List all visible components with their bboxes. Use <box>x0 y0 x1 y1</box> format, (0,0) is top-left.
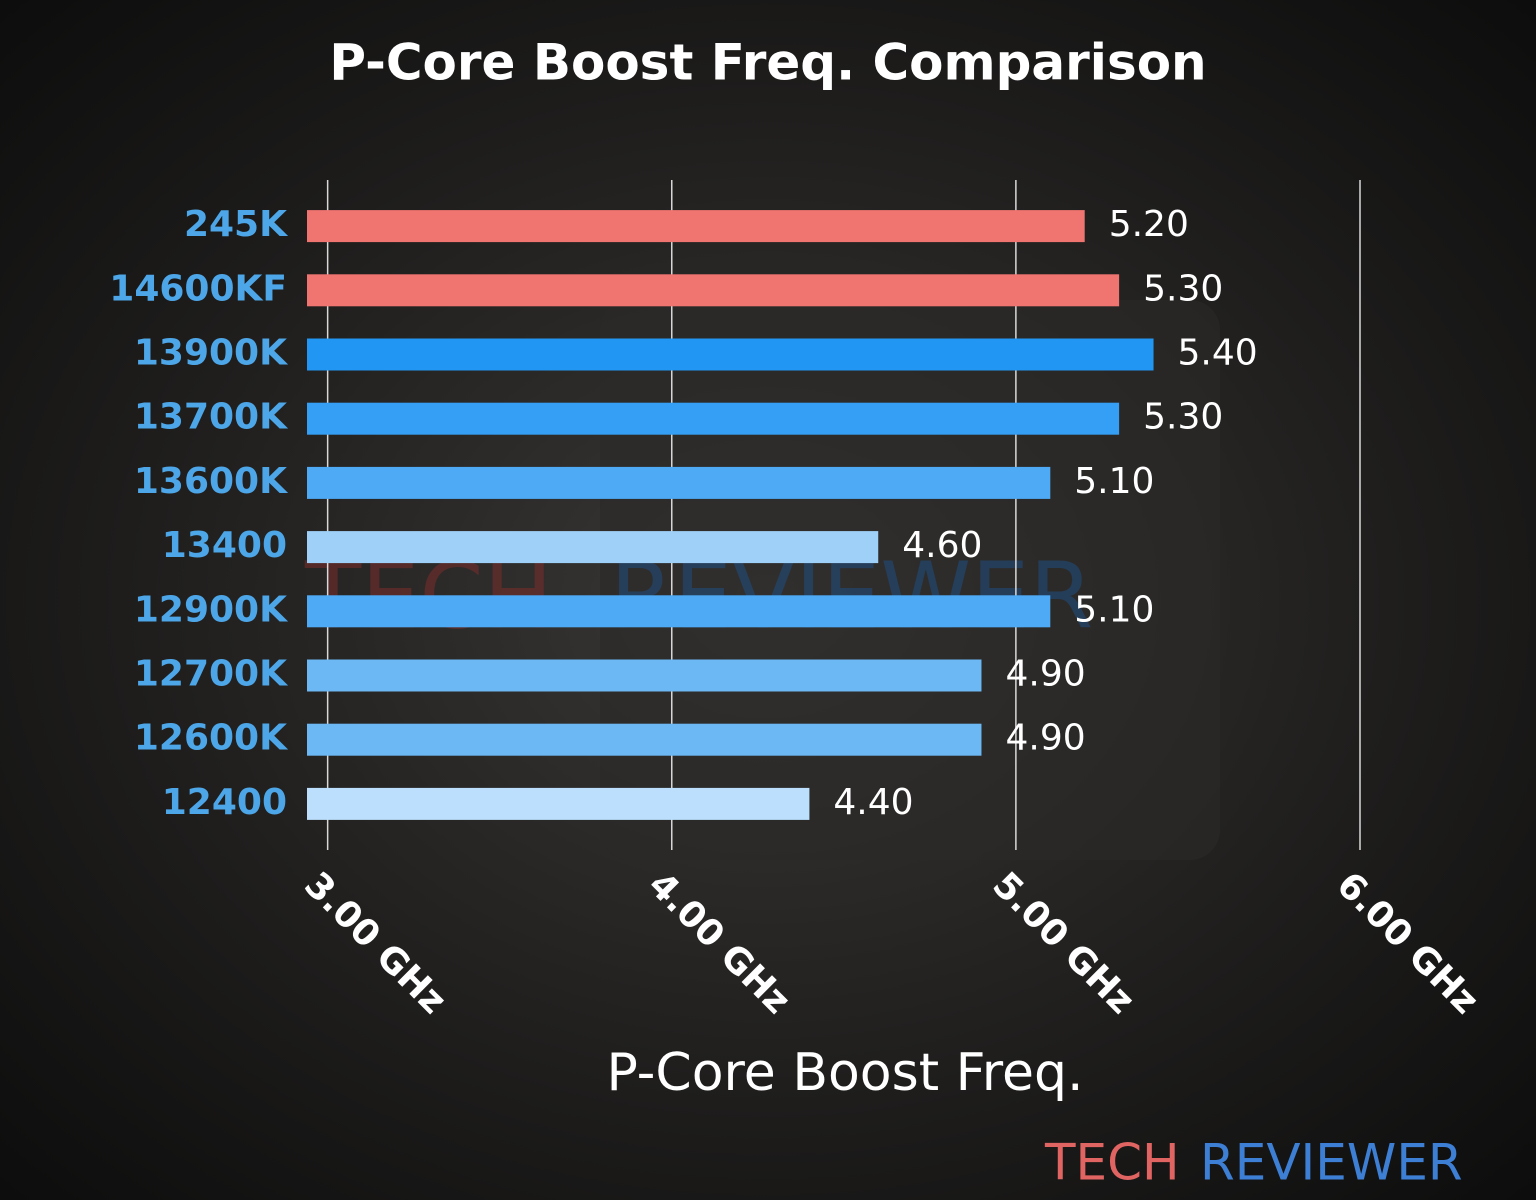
x-axis-label: P-Core Boost Freq. <box>606 1043 1083 1103</box>
background-shape <box>600 300 1220 860</box>
y-tick-label: 12900K <box>134 589 288 630</box>
y-tick-label: 12600K <box>134 718 288 759</box>
value-label: 5.30 <box>1143 268 1223 309</box>
value-label: 5.30 <box>1143 397 1223 438</box>
bar <box>307 595 1051 628</box>
value-label: 4.90 <box>1005 718 1085 759</box>
value-label: 4.90 <box>1005 654 1085 695</box>
value-label: 5.20 <box>1109 204 1189 245</box>
bar <box>307 787 810 820</box>
value-label: 4.40 <box>833 782 913 823</box>
bar <box>307 338 1154 371</box>
y-tick-label: 12700K <box>134 654 288 695</box>
chart-title: P-Core Boost Freq. Comparison <box>329 34 1206 92</box>
bar <box>307 466 1051 499</box>
value-label: 5.40 <box>1178 333 1258 374</box>
value-label: 5.10 <box>1074 589 1154 630</box>
bar <box>307 210 1085 243</box>
bar <box>307 531 879 564</box>
y-tick-label: 13900K <box>134 333 288 374</box>
bar <box>307 723 982 756</box>
y-tick-label: 14600KF <box>109 268 287 309</box>
y-tick-label: 13600K <box>134 461 288 502</box>
y-tick-label: 12400 <box>162 782 287 823</box>
y-tick-label: 13400 <box>162 525 287 566</box>
bar <box>307 659 982 692</box>
bar <box>307 274 1120 307</box>
brand-tech: TECH <box>1044 1134 1180 1192</box>
value-label: 4.60 <box>902 525 982 566</box>
value-label: 5.10 <box>1074 461 1154 502</box>
y-tick-label: 245K <box>184 204 288 245</box>
y-tick-label: 13700K <box>134 397 288 438</box>
bar <box>307 402 1120 435</box>
brand-reviewer: REVIEWER <box>1200 1134 1463 1192</box>
